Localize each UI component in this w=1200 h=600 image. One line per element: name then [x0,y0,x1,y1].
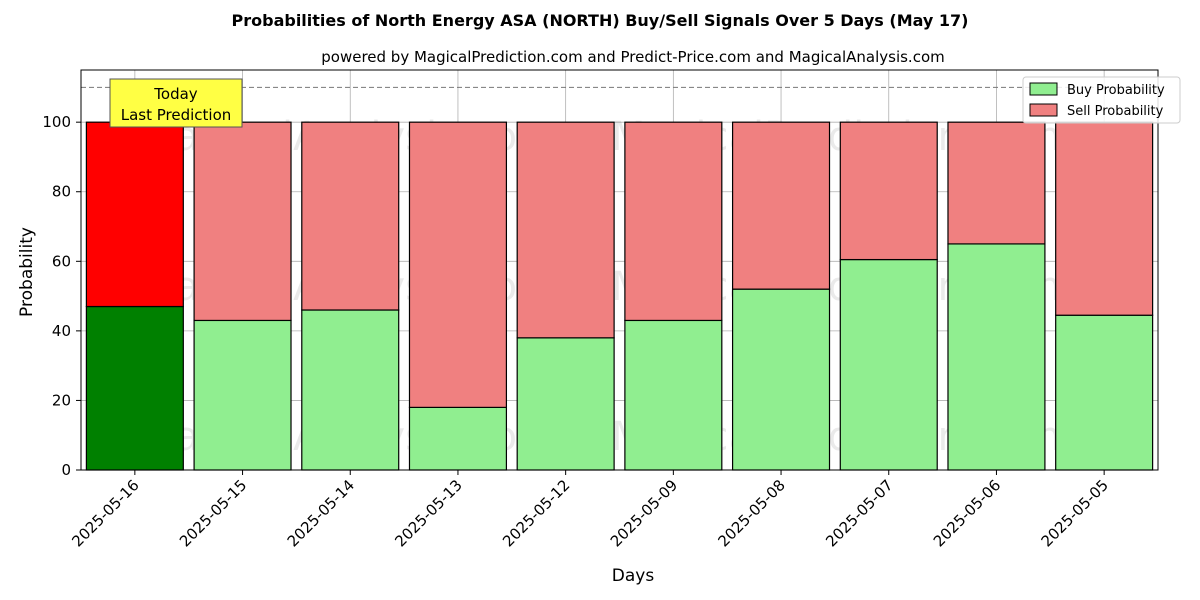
chart-subtitle: powered by MagicalPrediction.com and Pre… [321,48,945,66]
sell-bar [839,121,938,261]
sell-bar [85,121,184,308]
chart-title: Probabilities of North Energy ASA (NORTH… [232,11,969,30]
y-tick-label: 20 [52,391,71,409]
sell-bar [624,121,723,322]
buy-bar [301,309,400,471]
buy-bar [193,319,292,471]
y-tick-label: 60 [52,252,71,270]
x-tick-label: 2025-05-05 [1038,476,1112,550]
plot-frame [80,69,1159,471]
legend-label: Sell Probability [1067,104,1164,119]
today-annotation-line2: Last Prediction [121,106,232,124]
buy-bar [85,305,184,471]
legend-swatch [1029,103,1058,117]
y-tick-label: 100 [42,113,71,131]
x-tick-label: 2025-05-12 [499,476,573,550]
buy-bar [1055,314,1154,471]
legend-label: Buy Probability [1067,83,1165,98]
buy-bar [731,288,831,471]
legend-swatch [1029,82,1058,96]
x-tick-label: 2025-05-15 [176,476,250,550]
x-tick-label: 2025-05-08 [714,476,788,550]
legend-box [1022,76,1181,124]
sell-bar [731,121,831,290]
buy-bar [516,337,615,471]
buy-bar [947,243,1046,471]
sell-bar [516,121,615,339]
y-tick-label: 40 [52,322,71,340]
x-tick-label: 2025-05-13 [391,476,465,550]
annotation-layer: Today Last Prediction [109,78,243,128]
buy-bar [839,258,938,471]
sell-bar [193,121,292,322]
buy-bar [408,406,508,471]
x-tick-label: 2025-05-06 [930,476,1004,550]
sell-bar [408,121,508,408]
y-tick-label: 0 [61,461,71,479]
legend: Buy Probability Sell Probability [1022,76,1181,124]
x-tick-label: 2025-05-14 [284,476,358,550]
bar-layer [81,86,1158,471]
buy-bar [624,319,723,471]
x-tick-label: 2025-05-07 [822,476,896,550]
today-annotation-line1: Today [153,85,198,103]
x-tick-label: 2025-05-09 [607,476,681,550]
today-annotation-box [109,78,243,128]
sell-bar [1055,121,1154,316]
x-tick-label: 2025-05-16 [68,476,142,550]
x-axis-label: Days [612,566,655,586]
sell-bar [947,121,1046,245]
y-tick-label: 80 [52,183,71,201]
sell-bar [301,121,400,311]
y-axis-label: Probability [17,227,37,317]
